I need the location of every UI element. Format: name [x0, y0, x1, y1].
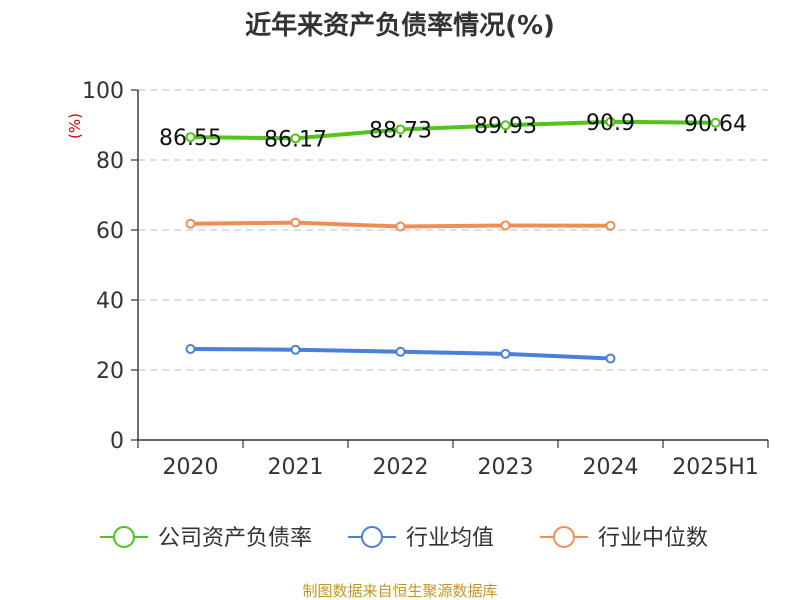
y-tick-label: 20: [96, 359, 124, 384]
series-line-0: [188, 119, 718, 141]
data-point: [500, 220, 511, 231]
legend: 公司资产负债率 行业均值 行业中位数: [100, 526, 708, 551]
legend-label: 行业均值: [406, 526, 494, 551]
legend-marker: [553, 526, 575, 548]
data-labels: 86.55 86.17 88.73 89.93 90.9 90.64: [159, 111, 747, 153]
data-point: [185, 344, 196, 354]
y-tick-label: 60: [96, 219, 124, 244]
data-point: [185, 132, 196, 143]
data-point: [605, 220, 616, 231]
source-note: 制图数据来自恒生聚源数据库: [302, 582, 497, 600]
legend-item: 公司资产负债率: [100, 526, 312, 551]
data-point: [290, 133, 301, 144]
axes: 0 20 40 60 80 100 2020 2021 2022 2023 2024 2025H1: [82, 79, 769, 480]
chart-title: 近年来资产负债率情况(%): [245, 10, 555, 41]
legend-item: 行业中位数: [540, 526, 708, 551]
x-tick-label: 2022: [373, 455, 429, 480]
y-tick-label: 100: [82, 79, 124, 104]
legend-marker: [113, 526, 135, 548]
y-tick-label: 80: [96, 149, 124, 174]
data-point: [290, 217, 301, 228]
x-tick-label: 2023: [478, 455, 534, 480]
data-label: 89.93: [474, 114, 537, 139]
series-layer: [185, 116, 721, 364]
x-tick-label: 2024: [583, 455, 639, 480]
x-tick-label: 2025H1: [672, 455, 759, 480]
data-point: [605, 353, 616, 364]
data-label: 86.17: [264, 127, 327, 152]
data-point: [290, 344, 301, 355]
data-label: 86.55: [159, 126, 222, 151]
data-point: [185, 218, 196, 229]
data-point: [395, 221, 406, 232]
y-tick-label: 0: [110, 429, 124, 454]
data-point: [710, 117, 721, 128]
x-tick-label: 2020: [163, 455, 219, 480]
x-tick-label: 2021: [268, 455, 324, 480]
legend-label: 行业中位数: [598, 526, 708, 551]
data-label: 88.73: [369, 118, 432, 143]
legend-marker: [361, 526, 383, 548]
y-axis-unit: (%): [66, 113, 84, 139]
y-tick-label: 40: [96, 289, 124, 314]
data-label: 90.9: [586, 111, 635, 136]
legend-item: 行业均值: [348, 526, 494, 551]
data-point: [395, 346, 406, 357]
legend-label: 公司资产负债率: [158, 526, 312, 551]
grid-lines: [138, 89, 768, 371]
data-point: [500, 348, 511, 359]
data-point: [605, 116, 616, 127]
data-label: 90.64: [684, 112, 747, 137]
data-point: [500, 120, 511, 131]
data-point: [395, 124, 406, 135]
